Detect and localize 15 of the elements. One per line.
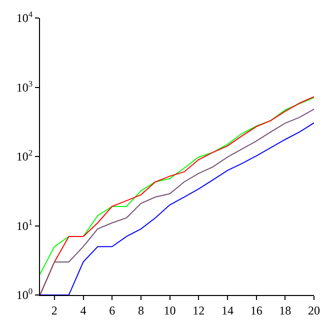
y-tick-label: 10$^{3}$ xyxy=(16,79,33,94)
x-tick-label: 4 xyxy=(80,303,86,318)
y-tick-label: 10$^{0}$ xyxy=(16,287,33,302)
x-tick-label: 2 xyxy=(51,303,58,318)
y-tick-label: 10$^{4}$ xyxy=(16,10,34,26)
x-tick-label: 20 xyxy=(308,303,320,318)
y-tick-label: 10$^{1}$ xyxy=(16,218,33,233)
x-tick-label: 14 xyxy=(221,303,234,318)
x-tick-label: 6 xyxy=(109,303,116,318)
x-tick-label: 18 xyxy=(279,303,292,318)
x-tick-label: 10 xyxy=(164,303,176,318)
x-tick-label: 12 xyxy=(192,303,205,318)
x-tick-label: 8 xyxy=(138,303,144,318)
y-tick-label: 10$^{2}$ xyxy=(16,148,33,164)
x-tick-label: 16 xyxy=(250,303,262,318)
